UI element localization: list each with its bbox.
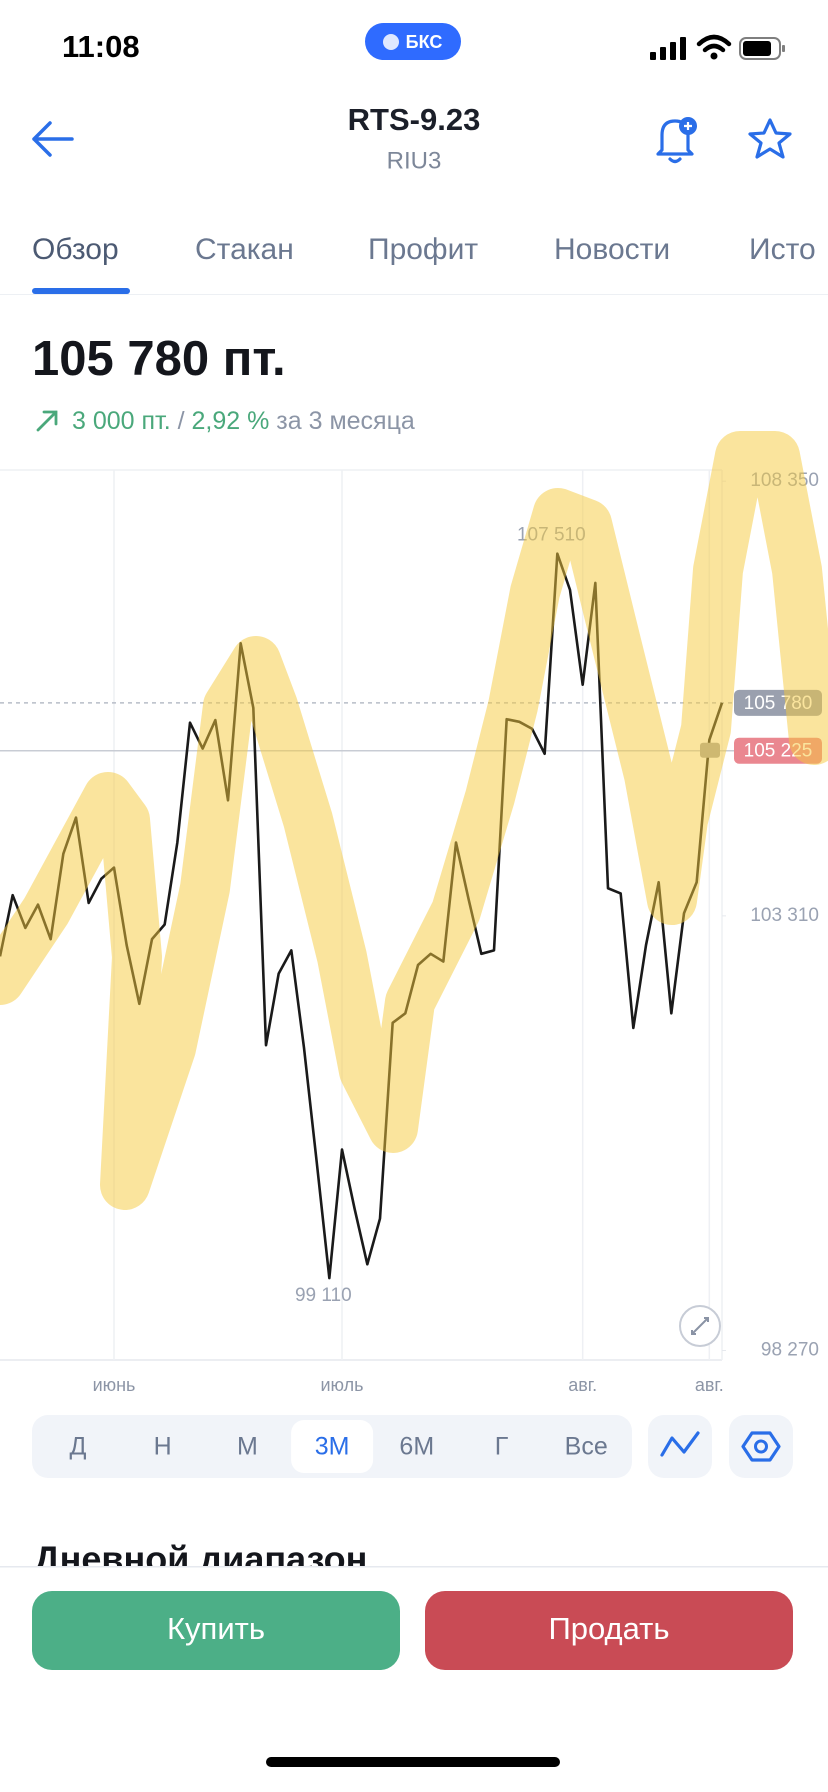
sell-label: Продать [548, 1611, 669, 1646]
highlighter-scribble [0, 431, 828, 1210]
home-indicator [266, 1757, 560, 1767]
buy-button[interactable] [32, 1591, 400, 1670]
settings-button[interactable] [729, 1415, 793, 1478]
back-button[interactable] [32, 121, 74, 157]
tab[interactable]: Обзор [32, 233, 119, 266]
status-badge [365, 23, 461, 60]
badge-text: БКС [406, 32, 443, 52]
selected-period-pill [291, 1420, 374, 1473]
x-tick-label: авг. [568, 1375, 597, 1395]
tab-divider [0, 294, 828, 295]
expand-icon [691, 1317, 709, 1335]
alert-plus [684, 122, 692, 130]
change-period: за 3 месяца [269, 407, 415, 435]
favorite-button[interactable] [748, 118, 792, 159]
x-tick-label: июль [320, 1375, 363, 1395]
change-separator: / [171, 407, 192, 435]
battery-tip [782, 45, 785, 52]
y-tick-label: 103 310 [750, 905, 819, 926]
instrument-title: RTS-9.23 [348, 102, 481, 137]
instrument-ticker: RIU3 [387, 147, 442, 174]
wifi-dot [710, 52, 718, 60]
x-tick-label: авг. [695, 1375, 724, 1395]
change-points: 3 000 пт. [72, 407, 171, 435]
bottom-divider [0, 1566, 828, 1568]
wifi-icon [696, 34, 732, 53]
active-tab-indicator [32, 288, 130, 294]
period-option[interactable]: Н [154, 1433, 172, 1461]
sell-button[interactable] [425, 1591, 793, 1670]
buy-label: Купить [167, 1611, 265, 1646]
signal-icon [650, 37, 686, 60]
tab[interactable]: Профит [368, 233, 478, 266]
battery-icon [739, 37, 781, 60]
tab[interactable]: Исто [749, 233, 816, 266]
tab[interactable]: Стакан [195, 233, 294, 266]
period-option[interactable]: М [237, 1433, 258, 1461]
chart-type-icon [660, 1431, 700, 1457]
change-arrow [36, 410, 58, 432]
x-tick-label: июнь [93, 1375, 136, 1395]
extreme-label: 99 110 [295, 1285, 352, 1306]
period-option[interactable]: 3М [315, 1433, 350, 1461]
y-tick-label: 98 270 [761, 1340, 819, 1361]
period-option[interactable]: Все [565, 1433, 608, 1461]
change-line: 3 000 пт. / 2,92 % за 3 месяца [72, 407, 415, 435]
tab-bar: Обзор Стакан Профит Новости Исто [32, 233, 816, 266]
battery-level [743, 41, 771, 56]
period-option[interactable]: 6М [399, 1433, 434, 1461]
period-option[interactable]: Д [70, 1433, 87, 1461]
badge-dot [383, 34, 399, 50]
settings-icon [741, 1431, 781, 1462]
settings-icon-center [754, 1439, 768, 1454]
status-time: 11:08 [62, 29, 140, 64]
price: 105 780 пт. [32, 332, 286, 386]
period-items: Д Н М 3М 6М Г Все [70, 1420, 608, 1473]
tab[interactable]: Новости [554, 233, 670, 266]
period-option[interactable]: Г [495, 1433, 509, 1461]
change-percent: 2,92 % [192, 407, 270, 435]
